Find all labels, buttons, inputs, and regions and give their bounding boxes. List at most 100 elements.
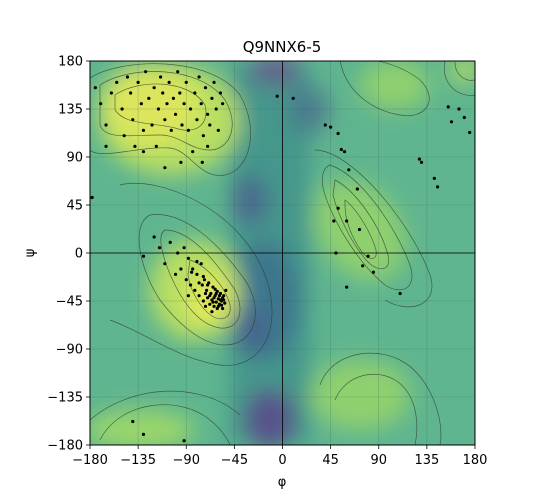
data-point bbox=[144, 70, 148, 74]
data-point bbox=[211, 300, 215, 304]
x-axis-label: φ bbox=[278, 475, 287, 490]
data-point bbox=[212, 296, 216, 300]
y-axis-label: ψ bbox=[23, 249, 38, 258]
data-point bbox=[150, 123, 154, 127]
data-point bbox=[158, 75, 163, 79]
data-point bbox=[449, 120, 454, 124]
data-point bbox=[152, 86, 156, 90]
data-point bbox=[201, 134, 205, 138]
data-points bbox=[90, 70, 472, 443]
data-point bbox=[93, 86, 97, 90]
x-tick-label: 180 bbox=[463, 453, 488, 468]
data-point bbox=[176, 70, 180, 74]
data-point bbox=[212, 304, 216, 308]
data-point bbox=[435, 185, 440, 189]
data-point bbox=[171, 96, 176, 100]
data-point bbox=[141, 128, 146, 132]
data-point bbox=[195, 118, 199, 122]
data-point bbox=[99, 102, 103, 106]
data-point bbox=[357, 227, 362, 232]
data-point bbox=[329, 125, 333, 129]
data-point bbox=[141, 254, 146, 258]
data-point bbox=[152, 235, 156, 239]
data-point bbox=[398, 291, 402, 296]
data-point bbox=[203, 86, 208, 90]
data-point bbox=[336, 131, 340, 136]
data-point bbox=[180, 123, 184, 127]
data-point bbox=[156, 107, 161, 111]
data-point bbox=[139, 102, 143, 106]
data-point bbox=[179, 267, 183, 271]
data-point bbox=[147, 96, 151, 100]
data-point bbox=[210, 96, 214, 100]
data-point bbox=[178, 91, 182, 95]
data-point bbox=[214, 291, 218, 296]
data-point bbox=[184, 80, 188, 84]
data-point bbox=[104, 123, 108, 127]
data-point bbox=[115, 80, 119, 84]
data-point bbox=[182, 102, 186, 106]
data-point bbox=[223, 301, 227, 305]
x-tick-label: −135 bbox=[120, 453, 156, 468]
data-point bbox=[216, 128, 220, 132]
y-tick-label: 0 bbox=[75, 247, 83, 262]
data-point bbox=[345, 285, 349, 289]
y-tick-label: −135 bbox=[47, 391, 83, 406]
zero-lines bbox=[90, 61, 475, 445]
data-point bbox=[206, 296, 210, 300]
data-point bbox=[371, 270, 376, 274]
data-point bbox=[195, 272, 199, 276]
data-point bbox=[291, 96, 295, 100]
data-point bbox=[336, 206, 340, 210]
data-point bbox=[163, 262, 167, 266]
data-point bbox=[173, 112, 178, 116]
data-point bbox=[217, 294, 222, 298]
data-point bbox=[361, 264, 365, 268]
data-point bbox=[208, 123, 212, 127]
data-point bbox=[191, 267, 195, 271]
y-tick-label: −180 bbox=[47, 439, 83, 454]
data-point bbox=[206, 112, 210, 116]
data-point bbox=[136, 80, 140, 84]
data-point bbox=[206, 144, 210, 148]
data-point bbox=[161, 91, 165, 95]
x-tick-label: −45 bbox=[221, 453, 248, 468]
data-point bbox=[201, 299, 205, 303]
data-point bbox=[332, 219, 336, 223]
data-point bbox=[163, 166, 167, 170]
data-point bbox=[221, 102, 225, 106]
data-point bbox=[199, 262, 203, 266]
data-point bbox=[186, 256, 190, 260]
x-tick-label: −90 bbox=[173, 453, 200, 468]
data-point bbox=[432, 176, 436, 180]
data-point bbox=[214, 107, 218, 111]
data-point bbox=[191, 150, 195, 154]
contour-lines bbox=[90, 61, 475, 445]
y-tick-label: 135 bbox=[58, 103, 83, 118]
data-point bbox=[201, 274, 205, 279]
data-point bbox=[355, 187, 359, 191]
data-point bbox=[184, 278, 188, 282]
data-point bbox=[366, 254, 370, 258]
data-point bbox=[186, 294, 190, 298]
data-point bbox=[197, 281, 201, 285]
data-point bbox=[125, 75, 130, 79]
data-point bbox=[214, 300, 218, 304]
data-point bbox=[167, 80, 171, 84]
data-point bbox=[221, 306, 225, 311]
data-point bbox=[208, 302, 212, 306]
data-point bbox=[213, 287, 217, 291]
data-point bbox=[210, 310, 214, 314]
data-point bbox=[334, 251, 338, 255]
data-point bbox=[168, 240, 172, 244]
data-point bbox=[157, 246, 162, 250]
y-tick-label: 45 bbox=[66, 199, 83, 214]
data-point bbox=[182, 246, 186, 250]
data-point bbox=[186, 128, 190, 132]
data-point bbox=[195, 259, 199, 264]
data-point bbox=[208, 294, 212, 298]
data-point bbox=[179, 160, 183, 164]
data-point bbox=[345, 219, 349, 223]
data-point bbox=[347, 168, 351, 172]
